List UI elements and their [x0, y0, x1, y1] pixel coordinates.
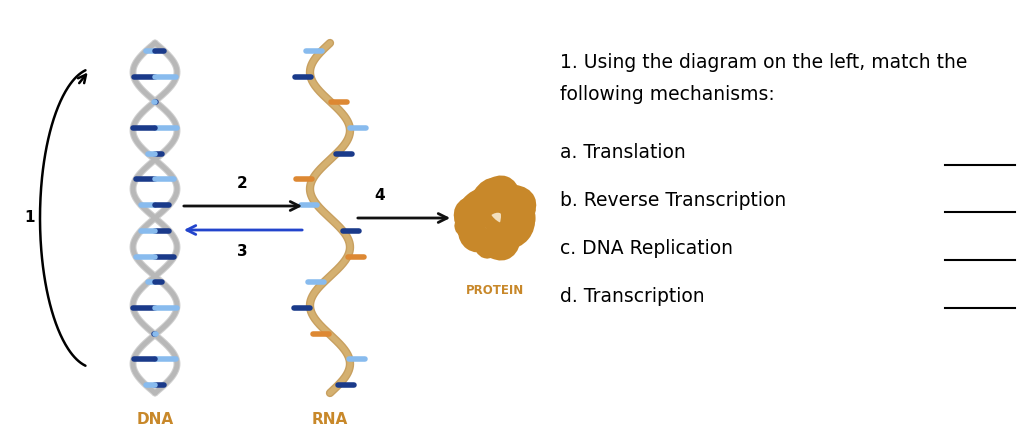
Text: DNA: DNA — [136, 413, 173, 427]
Text: following mechanisms:: following mechanisms: — [560, 85, 775, 104]
Ellipse shape — [465, 188, 525, 248]
Text: c. DNA Replication: c. DNA Replication — [560, 239, 733, 258]
Text: b. Reverse Transcription: b. Reverse Transcription — [560, 191, 786, 209]
Text: RNA: RNA — [312, 413, 348, 427]
Text: 1. Using the diagram on the left, match the: 1. Using the diagram on the left, match … — [560, 53, 968, 72]
Text: 2: 2 — [238, 177, 248, 191]
Text: 4: 4 — [375, 188, 385, 204]
Text: 1: 1 — [25, 211, 35, 226]
Text: 3: 3 — [238, 244, 248, 259]
Text: PROTEIN: PROTEIN — [466, 283, 524, 297]
Text: d. Transcription: d. Transcription — [560, 286, 705, 305]
Text: a. Translation: a. Translation — [560, 144, 686, 162]
